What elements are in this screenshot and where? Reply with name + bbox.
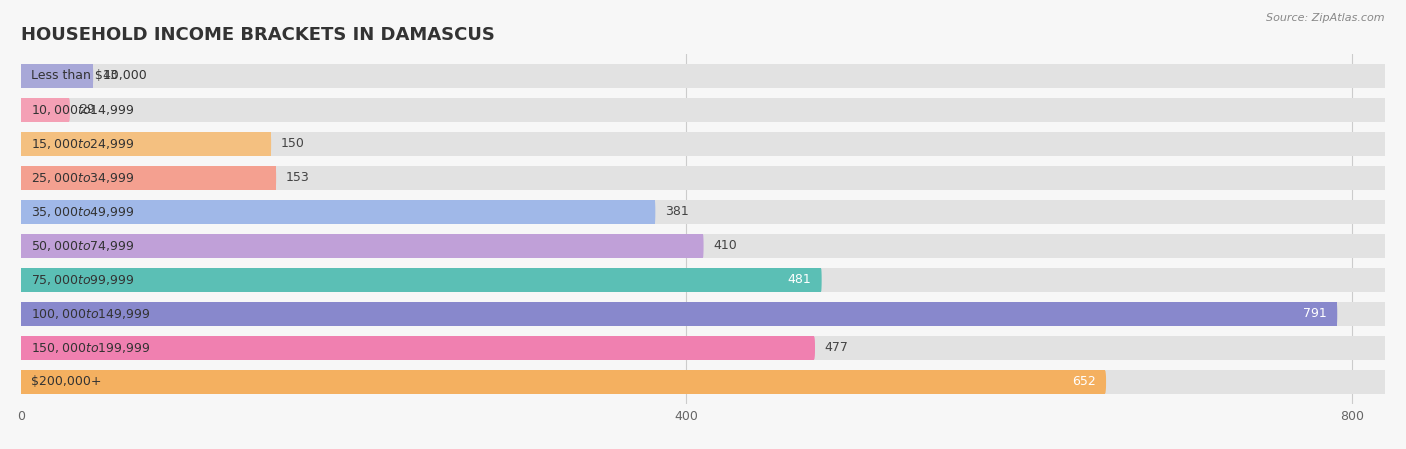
Bar [21, 269, 1385, 291]
Text: $25,000 to $34,999: $25,000 to $34,999 [31, 171, 135, 185]
Bar [21, 336, 1385, 360]
Text: $35,000 to $49,999: $35,000 to $49,999 [31, 205, 135, 219]
Bar [21, 167, 276, 189]
Text: HOUSEHOLD INCOME BRACKETS IN DAMASCUS: HOUSEHOLD INCOME BRACKETS IN DAMASCUS [21, 26, 495, 44]
Text: 410: 410 [713, 239, 737, 252]
Bar [21, 98, 69, 122]
Bar [21, 370, 1385, 394]
Bar [21, 200, 655, 224]
Bar [21, 132, 1385, 155]
Bar [21, 269, 821, 291]
Text: 791: 791 [1303, 308, 1327, 321]
Text: $50,000 to $74,999: $50,000 to $74,999 [31, 239, 135, 253]
Bar [21, 132, 270, 155]
Bar [21, 64, 1385, 88]
Text: Less than $10,000: Less than $10,000 [31, 70, 146, 83]
Bar [21, 200, 1385, 224]
Text: 477: 477 [824, 342, 848, 355]
Text: $15,000 to $24,999: $15,000 to $24,999 [31, 137, 135, 151]
Text: 29: 29 [79, 103, 96, 116]
Bar [21, 167, 1385, 189]
Bar [21, 336, 814, 360]
Text: 43: 43 [103, 70, 118, 83]
Bar [21, 303, 1337, 326]
Text: $150,000 to $199,999: $150,000 to $199,999 [31, 341, 150, 355]
Bar [21, 303, 1385, 326]
Text: $100,000 to $149,999: $100,000 to $149,999 [31, 307, 150, 321]
Bar [21, 98, 1385, 122]
Text: Source: ZipAtlas.com: Source: ZipAtlas.com [1267, 13, 1385, 23]
Text: 153: 153 [285, 172, 309, 185]
Bar [21, 234, 703, 258]
Bar [21, 370, 1105, 394]
Text: $200,000+: $200,000+ [31, 375, 101, 388]
Bar [21, 64, 93, 88]
Text: $75,000 to $99,999: $75,000 to $99,999 [31, 273, 135, 287]
Text: 652: 652 [1071, 375, 1095, 388]
Text: $10,000 to $14,999: $10,000 to $14,999 [31, 103, 135, 117]
Bar [21, 234, 1385, 258]
Text: 150: 150 [281, 137, 305, 150]
Text: 481: 481 [787, 273, 811, 286]
Text: 381: 381 [665, 206, 689, 219]
